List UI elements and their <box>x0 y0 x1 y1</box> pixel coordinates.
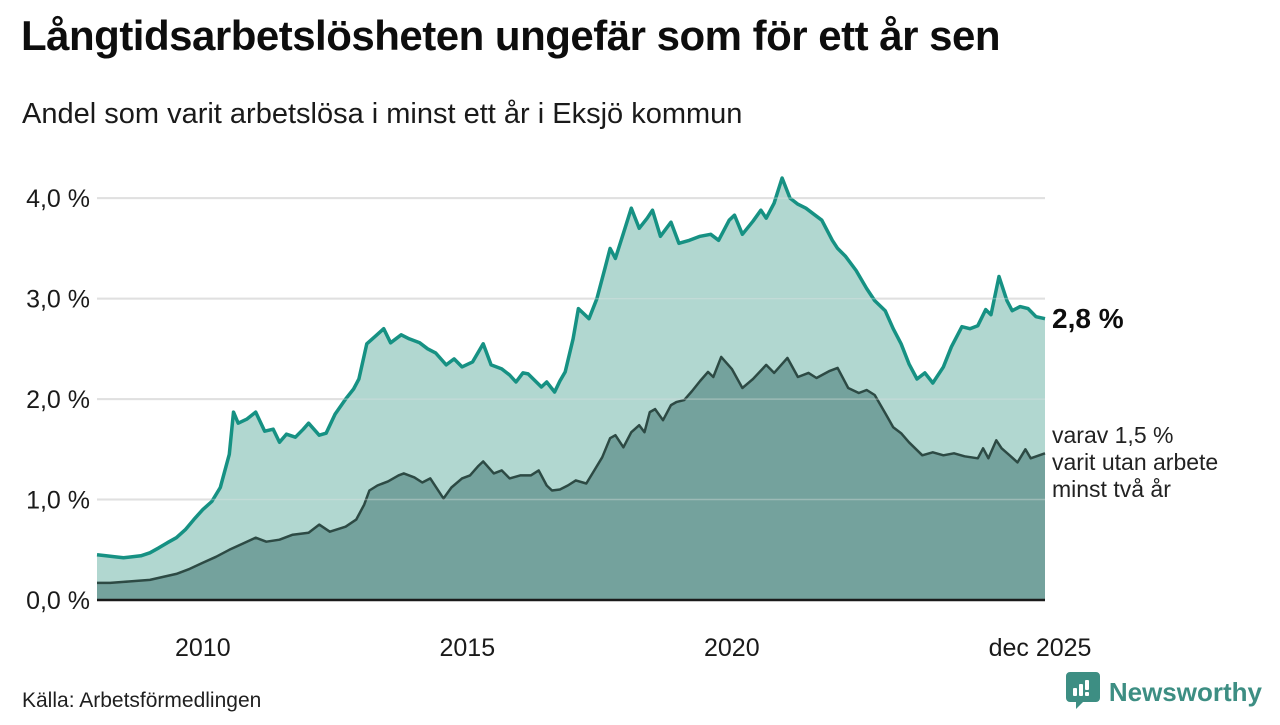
series-1-line <box>96 176 1046 560</box>
series2-end-label-line2: varit utan arbete <box>1052 449 1219 475</box>
series-2-line <box>97 355 1046 585</box>
source-credit: Källa: Arbetsförmedlingen <box>22 689 262 712</box>
y-tick-label: 3,0 % <box>26 286 90 314</box>
series2-end-label-line1: varav 1,5 % <box>1052 422 1174 448</box>
series1-end-value-label: 2,8 % <box>1052 303 1124 334</box>
y-tick-label: 0,0 % <box>26 587 90 615</box>
newsworthy-chart-bubble-icon <box>1065 671 1101 714</box>
x-tick-label: 2010 <box>175 634 231 662</box>
page-title: Långtidsarbetslösheten ungefär som för e… <box>21 12 1001 59</box>
x-tick-label: dec 2025 <box>989 634 1092 662</box>
x-tick-label: 2015 <box>440 634 496 662</box>
x-tick-label: 2020 <box>704 634 760 662</box>
y-tick-label: 1,0 % <box>26 487 90 515</box>
brand-logo: Newsworthy <box>1065 671 1262 714</box>
series2-end-label: varav 1,5 % varit utan arbete minst två … <box>1052 422 1272 503</box>
brand-name: Newsworthy <box>1108 677 1262 707</box>
series2-end-label-line3: minst två år <box>1052 476 1171 502</box>
page-subtitle: Andel som varit arbetslösa i minst ett å… <box>22 98 743 130</box>
y-tick-label: 4,0 % <box>26 185 90 213</box>
series-2-area <box>97 356 1045 600</box>
y-tick-label: 2,0 % <box>26 386 90 414</box>
